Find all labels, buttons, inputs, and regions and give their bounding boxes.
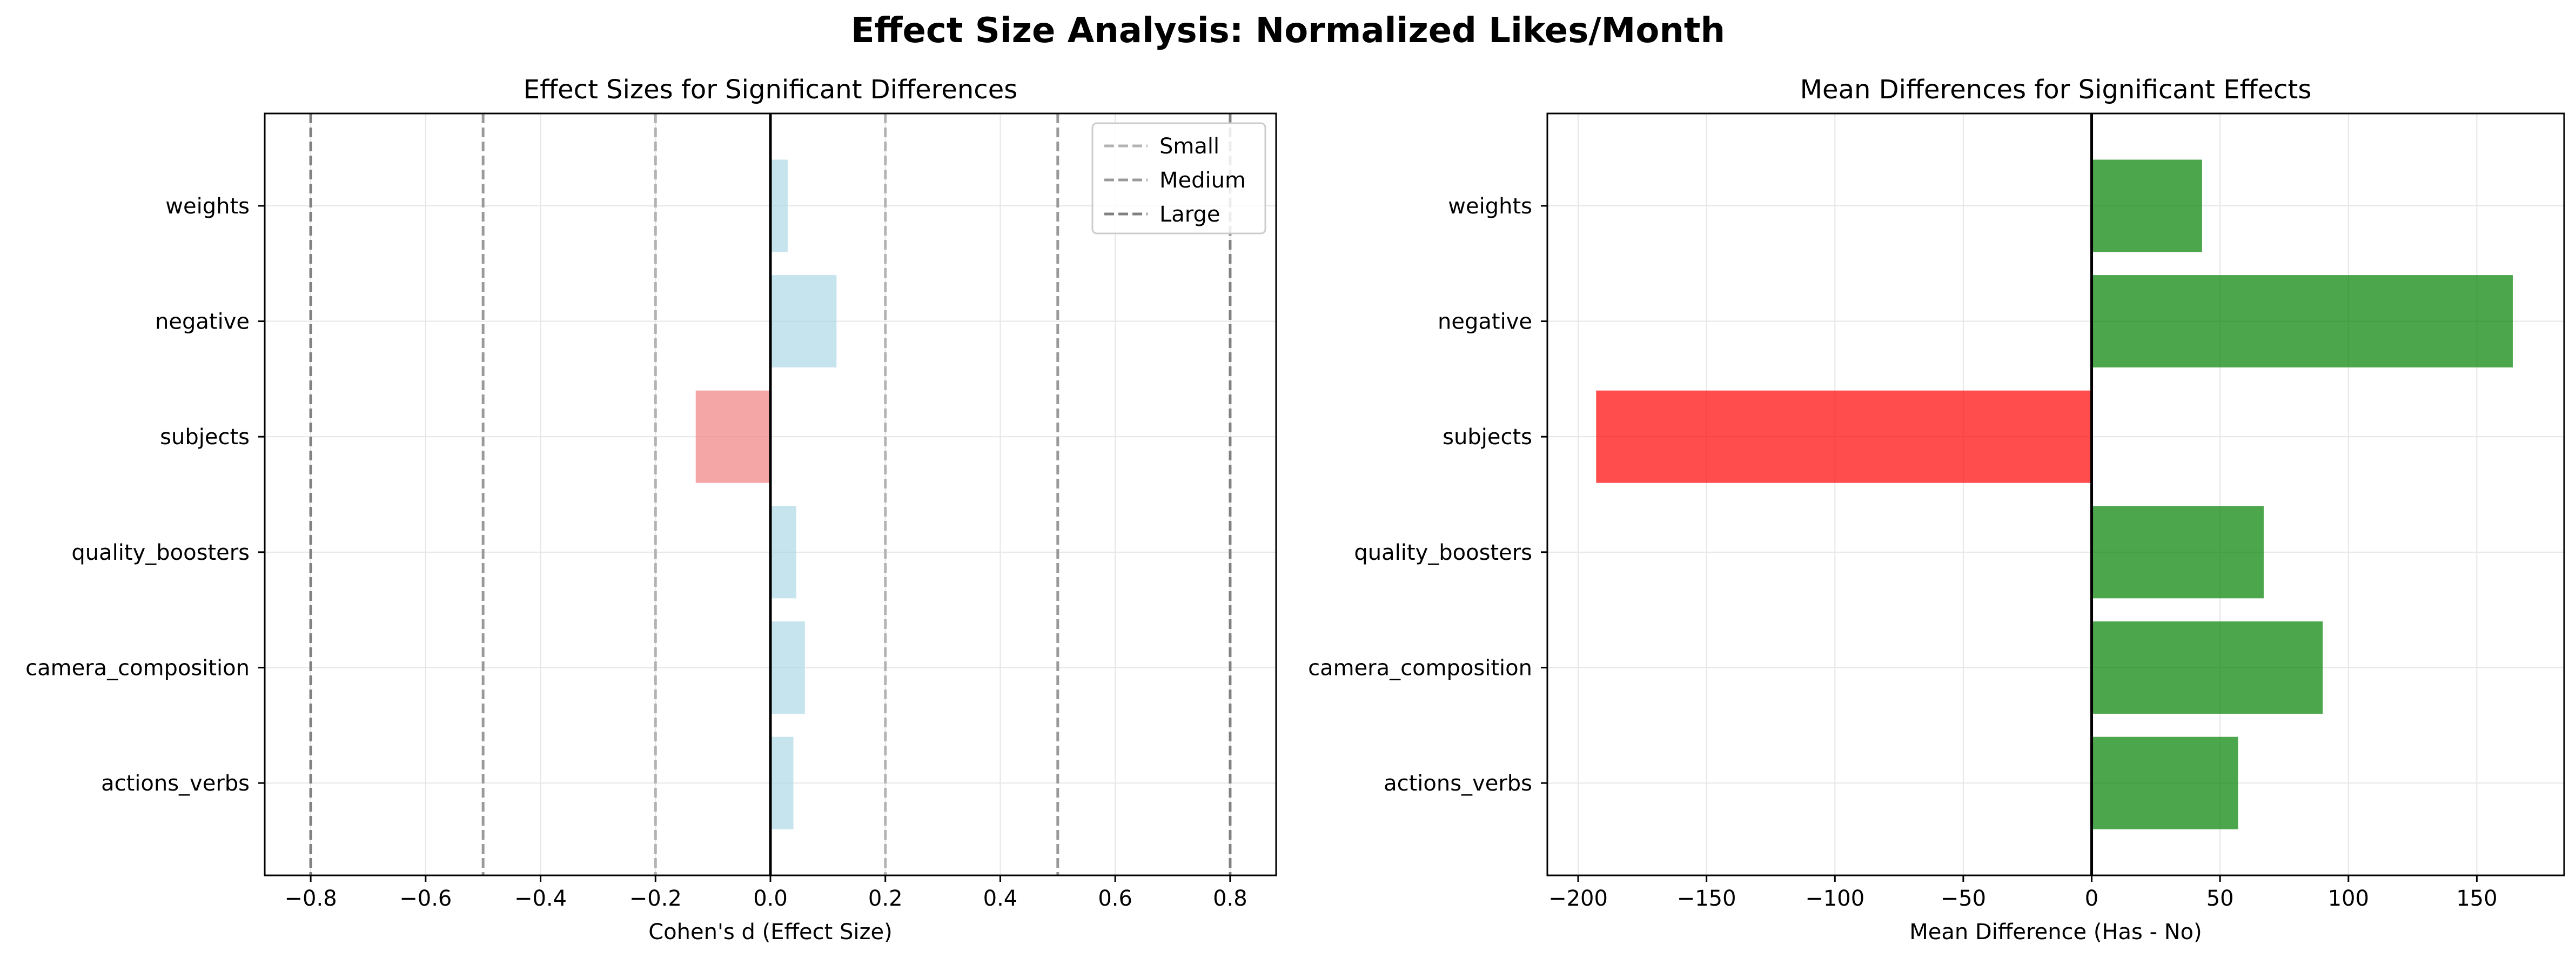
bar-negative xyxy=(2091,275,2513,367)
mean-difference-panel: −200 −150 −100 −50 0 50 100 150 actions_verbs cam… xyxy=(1308,75,2565,945)
x-tick-label: −0.8 xyxy=(285,886,337,911)
bar-weights xyxy=(770,159,788,252)
axes-frame xyxy=(1546,112,2565,876)
legend-label-medium: Medium xyxy=(1159,168,1246,193)
bar-subjects xyxy=(695,390,770,483)
x-tick-label: −100 xyxy=(1805,886,1864,911)
figure-title: Effect Size Analysis: Normalized Likes/M… xyxy=(851,11,1725,51)
x-tick-label: 50 xyxy=(2206,886,2234,911)
y-tick-label: weights xyxy=(165,194,250,219)
y-tick-label: weights xyxy=(1448,194,1532,219)
x-tick-label: −0.4 xyxy=(514,886,567,911)
bar-camera_composition xyxy=(2091,621,2323,714)
x-tick-label: 0.8 xyxy=(1213,886,1247,911)
x-tick-label: 0.0 xyxy=(753,886,788,911)
panel-title: Mean Differences for Significant Effects xyxy=(1800,75,2312,105)
y-tick-label: subjects xyxy=(1443,425,1532,450)
y-tick-label: negative xyxy=(155,310,250,334)
effect-size-panel: −0.8 −0.6 −0.4 −0.2 0.0 0.2 0.4 0.6 0.8 actions_v… xyxy=(25,75,1277,945)
bar-negative xyxy=(770,275,837,367)
y-tick-label: negative xyxy=(1438,310,1532,334)
x-tick-label: 0.6 xyxy=(1098,886,1132,911)
bar-actions_verbs xyxy=(770,737,794,829)
bar-camera_composition xyxy=(770,621,805,714)
bar-quality_boosters xyxy=(770,506,796,599)
y-tick-label: actions_verbs xyxy=(1384,771,1532,796)
x-axis-label: Cohen's d (Effect Size) xyxy=(648,920,893,945)
bar-subjects xyxy=(1596,390,2092,483)
y-tick-label: actions_verbs xyxy=(101,771,250,796)
legend-label-large: Large xyxy=(1159,202,1220,227)
x-tick-label: −150 xyxy=(1677,886,1736,911)
bar-quality_boosters xyxy=(2091,506,2264,599)
x-tick-label: 150 xyxy=(2456,886,2497,911)
legend-box xyxy=(1091,122,1266,235)
x-tick-label: 100 xyxy=(2328,886,2369,911)
x-axis-label: Mean Difference (Has - No) xyxy=(1909,920,2202,945)
x-tick-label: 0 xyxy=(2085,886,2098,911)
y-tick-label: camera_composition xyxy=(25,655,250,680)
x-tick-label: −0.2 xyxy=(629,886,682,911)
bar-weights xyxy=(2091,159,2202,252)
y-tick-label: camera_composition xyxy=(1308,655,1532,680)
panel-title: Effect Sizes for Significant Differences xyxy=(524,75,1017,105)
x-tick-label: 0.4 xyxy=(983,886,1018,911)
legend-label-small: Small xyxy=(1159,134,1219,159)
bar-actions_verbs xyxy=(2091,737,2238,829)
x-tick-label: −200 xyxy=(1548,886,1608,911)
x-tick-label: −0.6 xyxy=(399,886,452,911)
y-tick-label: quality_boosters xyxy=(71,540,250,565)
x-tick-label: −50 xyxy=(1941,886,1986,911)
x-tick-label: 0.2 xyxy=(868,886,903,911)
y-tick-label: subjects xyxy=(160,425,250,450)
y-tick-label: quality_boosters xyxy=(1354,540,1532,565)
